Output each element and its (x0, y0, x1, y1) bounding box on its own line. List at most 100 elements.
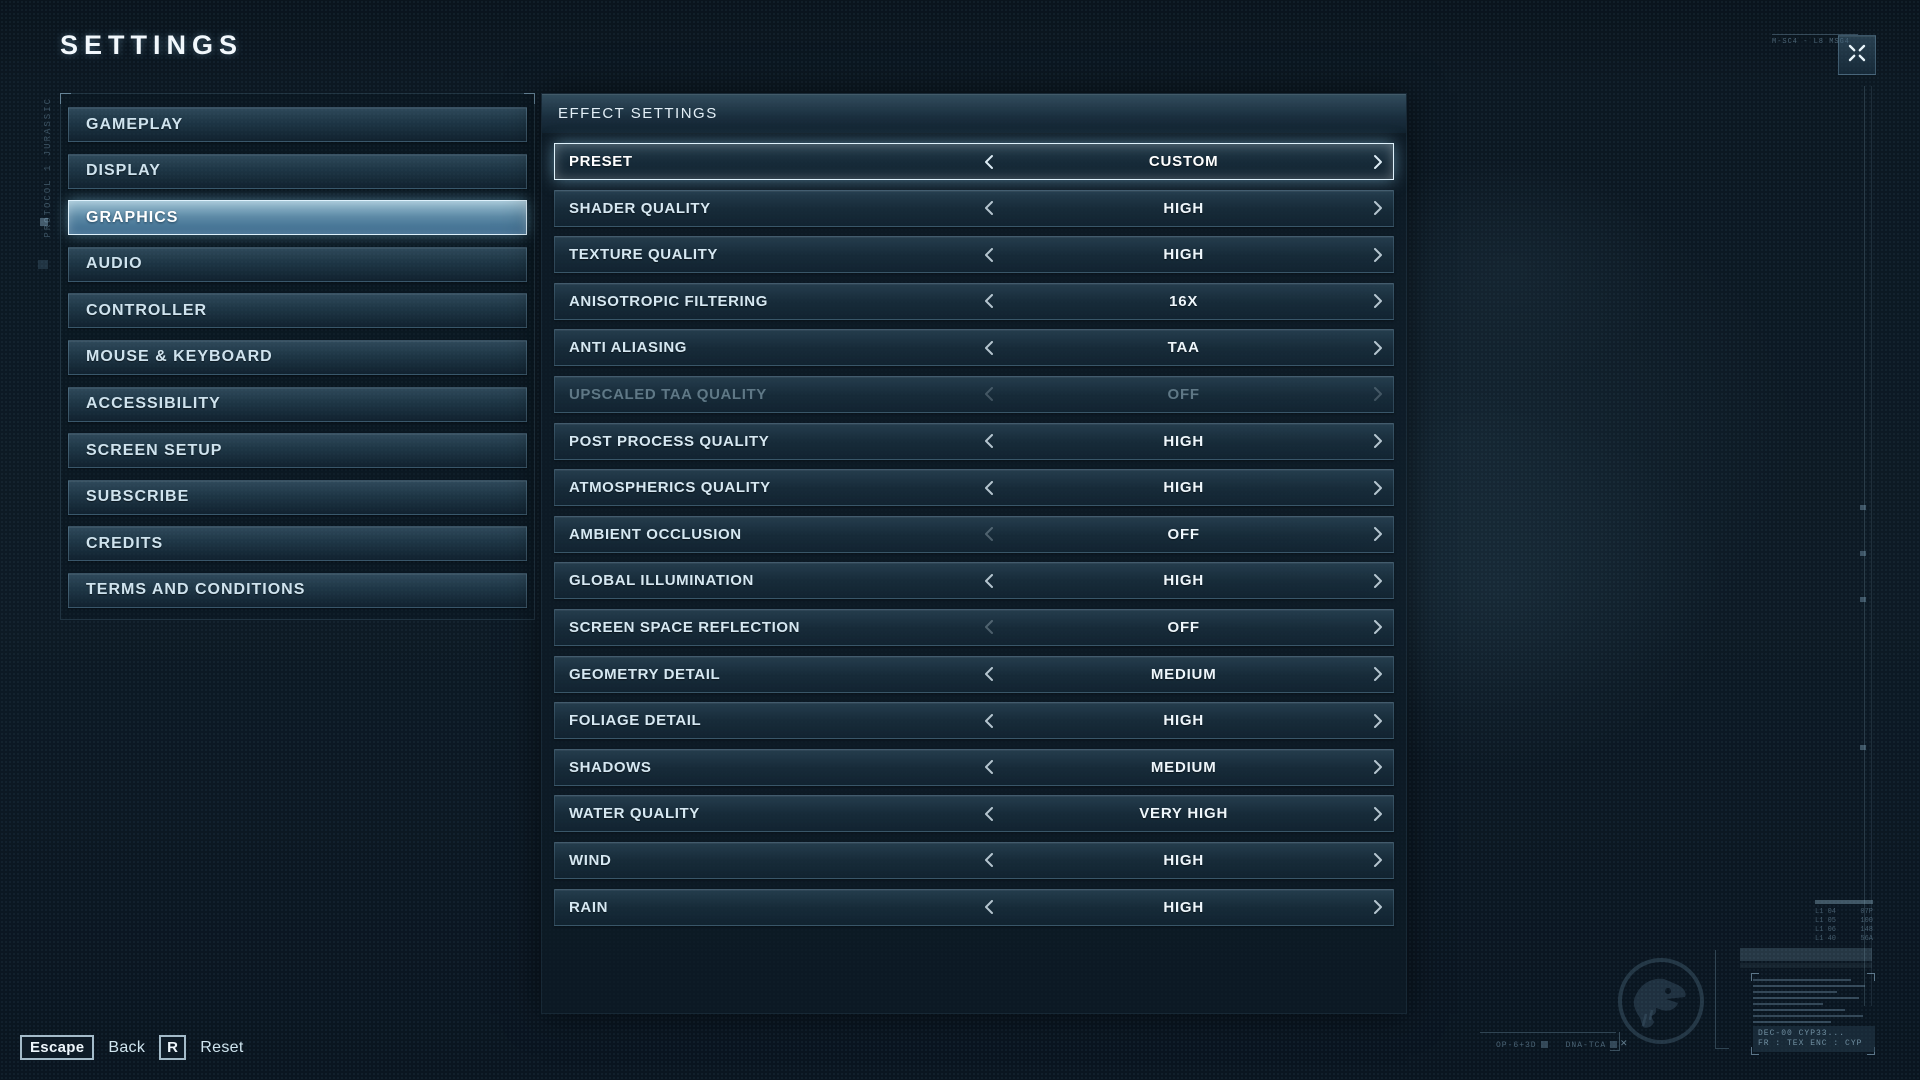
sidebar-item-accessibility[interactable]: ACCESSIBILITY (68, 386, 527, 422)
chevron-right-icon[interactable] (1371, 292, 1385, 310)
hud-side-table-bar (1815, 900, 1873, 904)
chevron-left-icon[interactable] (982, 153, 996, 171)
setting-label: ANISOTROPIC FILTERING (569, 292, 768, 310)
sidebar-item-label: MOUSE & KEYBOARD (86, 348, 273, 366)
setting-value: MEDIUM (1150, 665, 1217, 683)
value-stepper: OFF (982, 610, 1385, 645)
back-action[interactable]: Back (108, 1038, 146, 1056)
hud-connector-line (1715, 950, 1716, 1048)
sidebar-item-label: SUBSCRIBE (86, 488, 190, 506)
chevron-left-icon[interactable] (982, 712, 996, 730)
chevron-right-icon[interactable] (1371, 432, 1385, 450)
hud-topright-text: M-SC4 - L8 MSG4 (1772, 34, 1858, 46)
chevron-left-icon[interactable] (982, 246, 996, 264)
setting-label: UPSCALED TAA QUALITY (569, 385, 767, 403)
r-key-badge[interactable]: R (159, 1035, 187, 1060)
setting-row-preset[interactable]: PRESET CUSTOM (554, 143, 1394, 180)
setting-row-wind[interactable]: WIND HIGH (554, 841, 1394, 879)
sidebar-item-credits[interactable]: CREDITS (68, 526, 527, 562)
setting-label: ANTI ALIASING (569, 339, 688, 357)
setting-row-atmospherics-quality[interactable]: ATMOSPHERICS QUALITY HIGH (554, 469, 1394, 507)
escape-key-badge[interactable]: Escape (20, 1035, 95, 1060)
settings-rows: PRESET CUSTOM SHADER QUALITY HIGH TEXTUR… (542, 134, 1406, 944)
setting-row-global-illumination[interactable]: GLOBAL ILLUMINATION HIGH (554, 562, 1394, 600)
chevron-left-icon[interactable] (982, 898, 996, 916)
setting-value: HIGH (1163, 199, 1205, 217)
sidebar-item-subscribe[interactable]: SUBSCRIBE (68, 479, 527, 515)
bracket-corner (1751, 973, 1759, 981)
setting-row-ambient-occlusion[interactable]: AMBIENT OCCLUSION OFF (554, 515, 1394, 553)
chevron-left-icon[interactable] (982, 572, 996, 590)
chevron-left-icon[interactable] (982, 432, 996, 450)
chevron-right-icon[interactable] (1371, 479, 1385, 497)
setting-value: HIGH (1163, 898, 1205, 916)
setting-row-shadows[interactable]: SHADOWS MEDIUM (554, 748, 1394, 786)
setting-row-screen-space-reflection[interactable]: SCREEN SPACE REFLECTION OFF (554, 608, 1394, 646)
chevron-left-icon[interactable] (982, 479, 996, 497)
setting-value: HIGH (1163, 479, 1205, 497)
value-stepper: HIGH (982, 191, 1385, 226)
chevron-right-icon[interactable] (1371, 525, 1385, 543)
chevron-left-icon[interactable] (982, 665, 996, 683)
chevron-right-icon[interactable] (1371, 199, 1385, 217)
hud-text-lines-panel (1751, 973, 1875, 1055)
setting-row-rain[interactable]: RAIN HIGH (554, 888, 1394, 926)
hud-vertical-line-2 (1871, 86, 1872, 1006)
chevron-right-icon[interactable] (1371, 712, 1385, 730)
expand-icon (1847, 43, 1867, 68)
setting-row-texture-quality[interactable]: TEXTURE QUALITY HIGH (554, 236, 1394, 274)
chevron-right-icon[interactable] (1371, 851, 1385, 869)
chevron-right-icon[interactable] (1371, 758, 1385, 776)
setting-value: OFF (1167, 385, 1200, 403)
chevron-right-icon[interactable] (1371, 246, 1385, 264)
setting-row-anisotropic-filtering[interactable]: ANISOTROPIC FILTERING 16X (554, 282, 1394, 320)
chevron-left-icon[interactable] (982, 618, 996, 636)
setting-row-shader-quality[interactable]: SHADER QUALITY HIGH (554, 189, 1394, 227)
reset-action[interactable]: Reset (200, 1038, 244, 1056)
hud-wide-bar-2 (1740, 963, 1872, 968)
sidebar-item-gameplay[interactable]: GAMEPLAY (68, 107, 527, 142)
chevron-right-icon[interactable] (1371, 339, 1385, 357)
chevron-left-icon[interactable] (982, 805, 996, 823)
chevron-right-icon[interactable] (1371, 805, 1385, 823)
chevron-left-icon[interactable] (982, 525, 996, 543)
sidebar-item-label: CONTROLLER (86, 301, 208, 319)
chevron-right-icon[interactable] (1371, 572, 1385, 590)
value-stepper: TAA (982, 330, 1385, 365)
sidebar-item-audio[interactable]: AUDIO (68, 246, 527, 282)
chevron-left-icon[interactable] (982, 199, 996, 217)
chevron-left-icon[interactable] (982, 292, 996, 310)
chevron-right-icon[interactable] (1371, 665, 1385, 683)
chevron-left-icon[interactable] (982, 851, 996, 869)
chevron-right-icon[interactable] (1371, 618, 1385, 636)
setting-label: SHADER QUALITY (569, 199, 711, 217)
sidebar-item-screen-setup[interactable]: SCREEN SETUP (68, 433, 527, 469)
chevron-left-icon[interactable] (982, 758, 996, 776)
setting-row-foliage-detail[interactable]: FOLIAGE DETAIL HIGH (554, 702, 1394, 740)
sidebar-item-display[interactable]: DISPLAY (68, 153, 527, 189)
sidebar-item-controller[interactable]: CONTROLLER (68, 293, 527, 329)
sidebar-item-terms-and-conditions[interactable]: TERMS AND CONDITIONS (68, 572, 527, 608)
chevron-right-icon[interactable] (1371, 898, 1385, 916)
sidebar-item-graphics[interactable]: GRAPHICS (68, 200, 527, 236)
setting-row-water-quality[interactable]: WATER QUALITY VERY HIGH (554, 795, 1394, 833)
hud-tag-1: OP-6+3D (1496, 1041, 1548, 1050)
setting-row-anti-aliasing[interactable]: ANTI ALIASING TAA (554, 329, 1394, 367)
value-stepper: HIGH (982, 237, 1385, 272)
expand-button[interactable] (1838, 35, 1876, 75)
setting-row-upscaled-taa-quality: UPSCALED TAA QUALITY OFF (554, 375, 1394, 413)
setting-row-post-process-quality[interactable]: POST PROCESS QUALITY HIGH (554, 422, 1394, 460)
close-icon[interactable]: ✕ (1620, 1038, 1628, 1048)
chevron-right-icon[interactable] (1371, 153, 1385, 171)
hud-connector-foot (1715, 1048, 1729, 1049)
setting-label: RAIN (569, 898, 609, 916)
setting-row-geometry-detail[interactable]: GEOMETRY DETAIL MEDIUM (554, 655, 1394, 693)
setting-label: AMBIENT OCCLUSION (569, 525, 742, 543)
value-stepper: VERY HIGH (982, 796, 1385, 831)
hud-line-marker (1860, 597, 1866, 602)
shortcut-bar: Escape Back R Reset (20, 1035, 244, 1060)
chevron-left-icon[interactable] (982, 339, 996, 357)
sidebar-item-mouse-keyboard[interactable]: MOUSE & KEYBOARD (68, 339, 527, 375)
protocol-marker (40, 218, 48, 226)
sidebar-item-label: GAMEPLAY (86, 115, 184, 133)
